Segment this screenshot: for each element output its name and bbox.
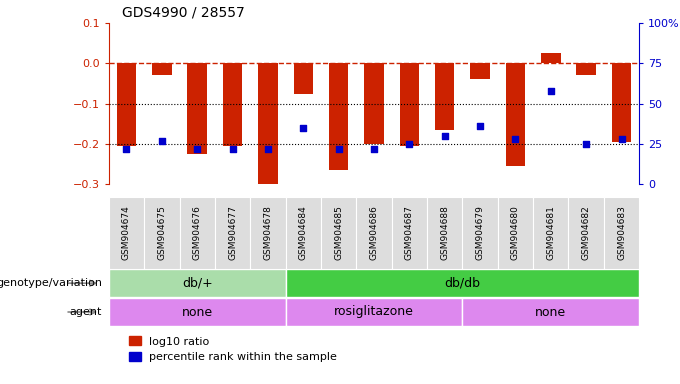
Bar (392, 197, 427, 269)
Text: GSM904685: GSM904685 (334, 205, 343, 260)
Text: GSM904676: GSM904676 (192, 205, 202, 260)
Point (616, 136, 627, 142)
Text: none: none (535, 306, 566, 318)
Point (475, 123, 486, 129)
Bar (109, 298, 286, 326)
Bar (109, 197, 144, 269)
Bar (462, 298, 639, 326)
Text: none: none (182, 306, 213, 318)
Bar (215, 197, 250, 269)
Point (227, 146, 238, 152)
Bar (400, 63, 419, 146)
Point (369, 146, 379, 152)
Point (439, 133, 450, 139)
Bar (506, 63, 525, 166)
Bar (180, 197, 215, 269)
Bar (541, 53, 560, 63)
Bar (286, 197, 321, 269)
Text: GSM904681: GSM904681 (546, 205, 556, 260)
Bar (533, 197, 568, 269)
Bar (321, 197, 356, 269)
Text: GDS4990 / 28557: GDS4990 / 28557 (122, 5, 245, 19)
Bar (286, 298, 462, 326)
Text: rosiglitazone: rosiglitazone (334, 306, 414, 318)
Text: genotype/variation: genotype/variation (0, 278, 102, 288)
Text: GSM904679: GSM904679 (475, 205, 485, 260)
Text: db/+: db/+ (182, 277, 213, 290)
Text: GSM904680: GSM904680 (511, 205, 520, 260)
Point (581, 141, 592, 147)
Bar (471, 63, 490, 79)
Bar (258, 63, 277, 190)
Bar (286, 270, 639, 297)
Bar (612, 63, 631, 142)
Bar (604, 197, 639, 269)
Bar (462, 197, 498, 269)
Point (192, 146, 203, 152)
Legend: log10 ratio, percentile rank within the sample: log10 ratio, percentile rank within the … (125, 332, 342, 367)
Point (262, 146, 273, 152)
Bar (109, 270, 286, 297)
Bar (250, 197, 286, 269)
Point (333, 146, 344, 152)
Text: GSM904684: GSM904684 (299, 205, 308, 260)
Point (404, 141, 415, 147)
Text: GSM904678: GSM904678 (263, 205, 273, 260)
Bar (577, 63, 596, 75)
Text: GSM904687: GSM904687 (405, 205, 414, 260)
Bar (329, 63, 348, 170)
Bar (435, 63, 454, 130)
Bar (144, 197, 180, 269)
Bar (117, 63, 136, 146)
Text: GSM904682: GSM904682 (581, 205, 591, 260)
Bar (364, 63, 384, 144)
Point (156, 138, 167, 144)
Text: db/db: db/db (445, 277, 480, 290)
Point (510, 136, 521, 142)
Point (298, 125, 309, 131)
Bar (427, 197, 462, 269)
Text: GSM904675: GSM904675 (157, 205, 167, 260)
Bar (568, 197, 604, 269)
Text: GSM904688: GSM904688 (440, 205, 449, 260)
Bar (188, 63, 207, 154)
Bar (152, 63, 171, 75)
Point (545, 88, 556, 94)
Text: GSM904686: GSM904686 (369, 205, 379, 260)
Text: GSM904683: GSM904683 (617, 205, 626, 260)
Text: agent: agent (69, 307, 102, 317)
Bar (498, 197, 533, 269)
Text: GSM904674: GSM904674 (122, 205, 131, 260)
Point (121, 146, 132, 152)
Bar (294, 63, 313, 94)
Bar (223, 63, 242, 146)
Bar (356, 197, 392, 269)
Text: GSM904677: GSM904677 (228, 205, 237, 260)
